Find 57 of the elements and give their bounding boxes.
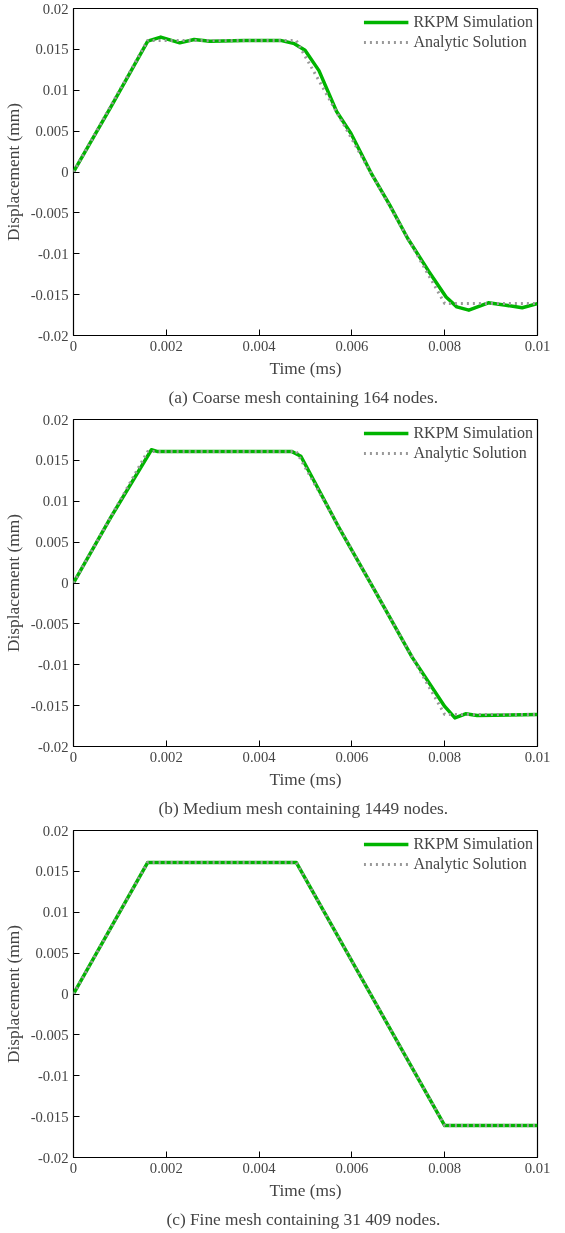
- x-tick-label: 0.008: [428, 1159, 462, 1176]
- y-tick-label: -0.015: [30, 697, 69, 714]
- y-tick-label: -0.005: [30, 204, 69, 221]
- x-tick-label: 0.01: [524, 748, 551, 765]
- x-tick-label: 0.006: [335, 1159, 369, 1176]
- legend-label: Analytic Solution: [413, 444, 527, 462]
- x-axis-title: Time (ms): [269, 769, 342, 789]
- y-tick-label: 0.01: [42, 82, 69, 99]
- y-tick-label: 0: [61, 164, 69, 180]
- x-tick-label: 0.002: [149, 337, 183, 354]
- x-tick-label: 0.008: [428, 748, 462, 765]
- x-tick-label: 0.01: [524, 1159, 551, 1176]
- y-tick-label: 0: [61, 575, 69, 591]
- y-tick-label: -0.01: [37, 1067, 69, 1084]
- x-tick-label: 0.002: [149, 748, 183, 765]
- y-tick-label: -0.02: [37, 327, 69, 344]
- x-tick-label: 0.004: [242, 748, 277, 765]
- x-tick-label: 0.004: [242, 337, 277, 354]
- y-tick-label: 0: [61, 986, 69, 1002]
- y-axis-title: Displacement (mm): [3, 513, 23, 653]
- text: (c) Fine mesh containing 31 409 nodes.: [166, 1209, 441, 1229]
- x-axis-title: Time (ms): [269, 1180, 342, 1200]
- y-tick-label: -0.015: [30, 286, 69, 303]
- y-tick-label: 0.015: [35, 41, 69, 58]
- y-axis-title: Displacement (mm): [3, 924, 23, 1064]
- y-tick-label: -0.005: [30, 615, 69, 632]
- y-tick-label: -0.02: [37, 738, 69, 755]
- y-tick-label: 0.02: [42, 822, 69, 839]
- x-tick-label: 0.004: [242, 1159, 277, 1176]
- y-tick-label: -0.01: [37, 245, 69, 262]
- y-tick-label: 0.015: [35, 863, 69, 880]
- text: (a) Coarse mesh containing 164 nodes.: [168, 387, 439, 407]
- x-tick-label: 0.002: [149, 1159, 183, 1176]
- legend-label: RKPM Simulation: [413, 835, 533, 853]
- x-axis-title: Time (ms): [269, 358, 342, 378]
- y-tick-label: -0.02: [37, 1149, 69, 1166]
- x-tick-label: 0.008: [428, 337, 462, 354]
- y-axis-title: Displacement (mm): [3, 102, 23, 242]
- y-tick-label: 0.01: [42, 493, 69, 510]
- legend-label: RKPM Simulation: [413, 13, 533, 31]
- legend-label: RKPM Simulation: [413, 424, 533, 442]
- x-tick-label: 0.006: [335, 337, 369, 354]
- text: (b) Medium mesh containing 1449 nodes.: [158, 798, 449, 818]
- y-tick-label: 0.005: [35, 945, 69, 962]
- y-tick-label: 0.005: [35, 534, 69, 551]
- y-tick-label: -0.015: [30, 1108, 69, 1125]
- y-tick-label: 0.005: [35, 123, 69, 140]
- legend-label: Analytic Solution: [413, 33, 527, 51]
- y-tick-label: 0.015: [35, 452, 69, 469]
- y-tick-label: -0.005: [30, 1026, 69, 1043]
- y-tick-label: 0.01: [42, 904, 69, 921]
- legend-label: Analytic Solution: [413, 855, 527, 873]
- y-tick-label: -0.01: [37, 656, 69, 673]
- x-tick-label: 0.01: [524, 337, 551, 354]
- y-tick-label: 0.02: [42, 0, 69, 17]
- x-tick-label: 0.006: [335, 748, 369, 765]
- y-tick-label: 0.02: [42, 411, 69, 428]
